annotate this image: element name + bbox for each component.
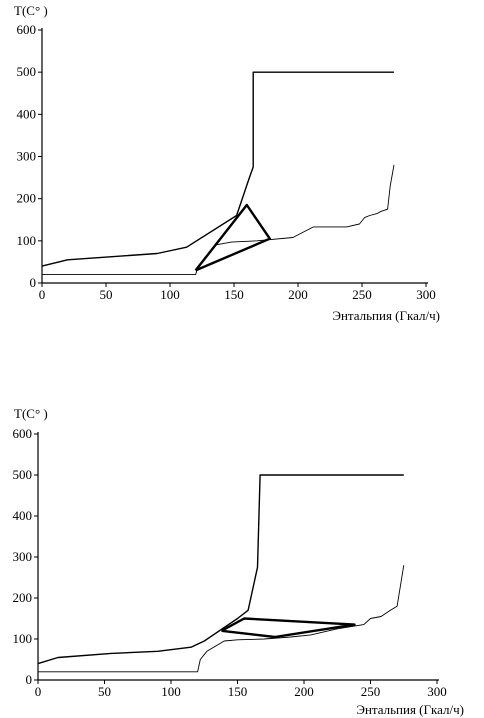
x-tick-label: 250: [361, 684, 381, 699]
x-tick-label: 200: [294, 684, 314, 699]
y-tick-label: 600: [17, 22, 37, 37]
x-tick-label: 250: [352, 287, 372, 302]
x-tick-label: 100: [160, 287, 180, 302]
y-tick-label: 0: [30, 275, 37, 290]
x-tick-label: 200: [288, 287, 308, 302]
y-tick-label: 400: [13, 508, 33, 523]
x-tick-label: 50: [100, 287, 113, 302]
x-tick-label: 150: [224, 287, 244, 302]
y-tick-label: 500: [13, 467, 33, 482]
y-tick-label: 500: [17, 64, 37, 79]
x-tick-label: 100: [161, 684, 181, 699]
series-line-thick: [220, 617, 356, 639]
y-tick-label: 0: [26, 672, 33, 687]
y-tick-label: 200: [13, 590, 33, 605]
y-tick-label: 100: [17, 233, 37, 248]
x-tick-label: 300: [427, 684, 447, 699]
y-tick-label: 300: [13, 549, 33, 564]
series-line-medium: [37, 474, 404, 665]
series-line-thick: [194, 203, 271, 272]
y-tick-label: 400: [17, 106, 37, 121]
y-axis-title: T(C° ): [14, 406, 48, 421]
y-tick-label: 300: [17, 149, 37, 164]
x-axis-title: Энтальпия (Гкал/ч): [356, 702, 464, 717]
series-line-medium: [41, 71, 394, 267]
x-axis-title: Энтальпия (Гкал/ч): [332, 308, 440, 323]
y-tick-label: 100: [13, 631, 33, 646]
y-tick-label: 600: [13, 426, 33, 441]
x-tick-label: 150: [228, 684, 248, 699]
x-tick-label: 0: [39, 287, 46, 302]
series-line-thin: [38, 565, 405, 673]
x-tick-label: 50: [98, 684, 111, 699]
x-tick-label: 0: [35, 684, 42, 699]
y-axis-title: T(C° ): [14, 3, 48, 18]
chart-top: 0 100 200 300 400 500 600 0 50 100 150 200 250 300 T(C…: [14, 3, 440, 323]
chart-bottom: 0 100 200 300 400 500 600 0 50 100 150 200 250 300 T(C…: [13, 406, 465, 717]
x-tick-label: 300: [416, 287, 436, 302]
y-tick-label: 200: [17, 191, 37, 206]
